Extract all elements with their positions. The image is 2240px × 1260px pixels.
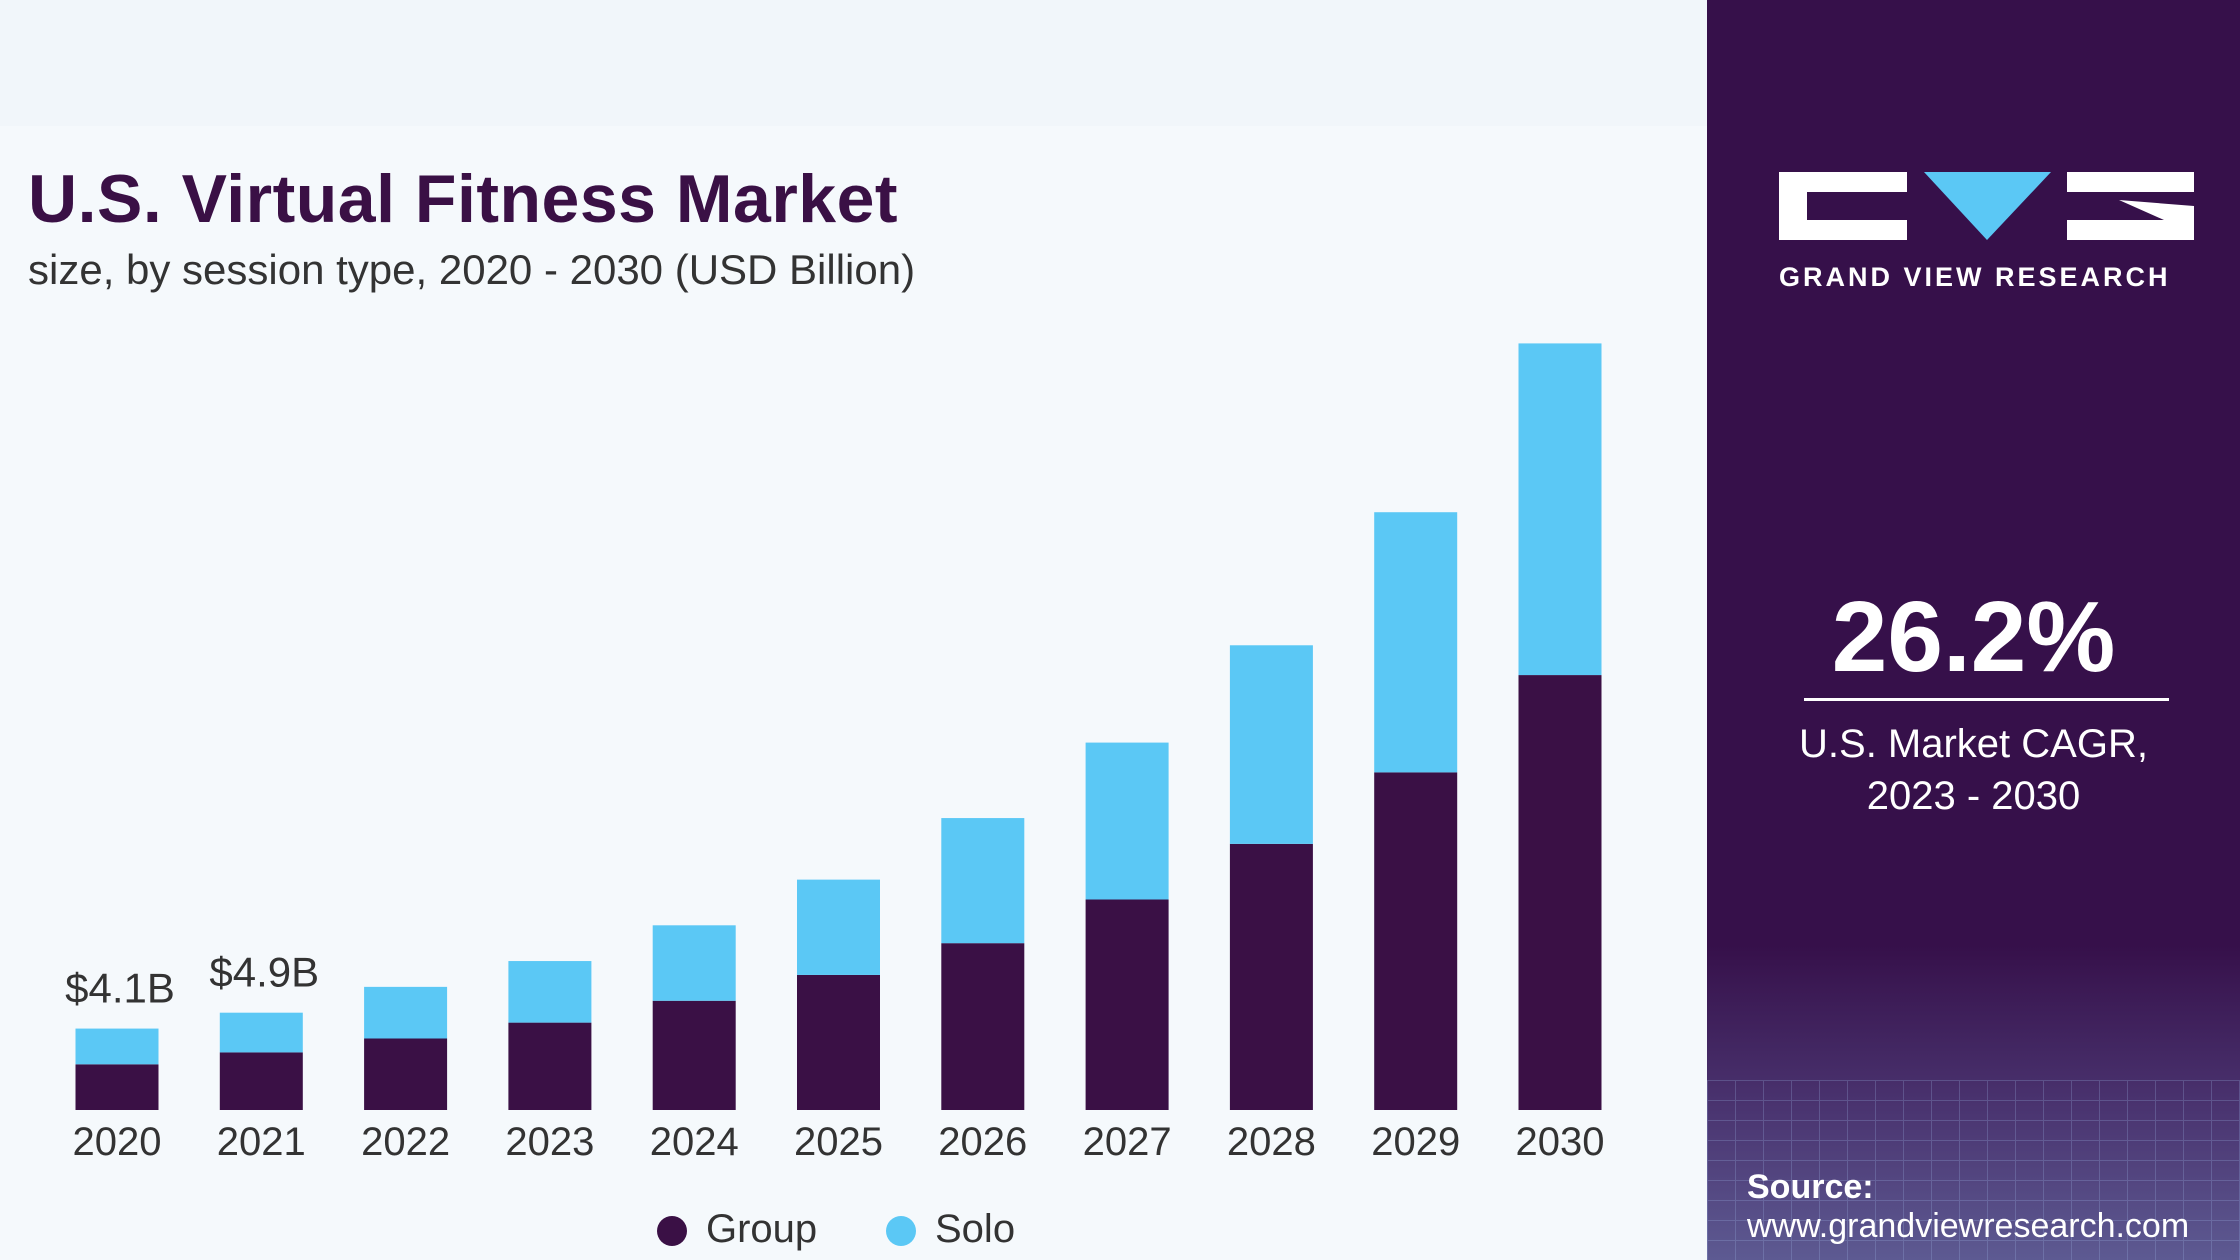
bar-chart: 2020 $4.1B 2021 $4.9B 2022 2023 2024 2025 2026 20… bbox=[65, 343, 1605, 1251]
bar-group-2021 bbox=[219, 1052, 303, 1110]
bar-solo-2025 bbox=[797, 879, 880, 975]
bar-solo-2030 bbox=[1518, 343, 1602, 676]
cagr-value: 26.2% bbox=[1831, 581, 2116, 693]
top-strip bbox=[0, 0, 1707, 126]
info-panel: GRAND VIEW RESEARCH 26.2% U.S. Market CA… bbox=[1707, 0, 2240, 1260]
x-tick-label: 2028 bbox=[1227, 1120, 1316, 1164]
x-tick-label: 2029 bbox=[1371, 1120, 1460, 1164]
legend-marker-group bbox=[657, 1216, 687, 1246]
grand-view-research-logo bbox=[1779, 172, 2194, 240]
bar-group-2026 bbox=[941, 943, 1025, 1110]
bar-solo-2029 bbox=[1374, 512, 1458, 773]
brand-name: GRAND VIEW RESEARCH bbox=[1779, 262, 2171, 292]
bar-group-2030 bbox=[1518, 675, 1602, 1110]
x-tick-label: 2022 bbox=[361, 1120, 450, 1164]
x-tick-label: 2020 bbox=[73, 1120, 162, 1164]
data-label: $4.1B bbox=[65, 965, 175, 1012]
x-tick-label: 2026 bbox=[938, 1120, 1027, 1164]
bar-solo-2021 bbox=[219, 1012, 303, 1053]
bar-solo-2028 bbox=[1229, 645, 1313, 844]
bar-solo-2027 bbox=[1085, 742, 1169, 900]
bar-solo-2022 bbox=[364, 986, 448, 1039]
bar-group-2025 bbox=[797, 974, 880, 1110]
bar-group-2029 bbox=[1374, 772, 1458, 1110]
source-label: Source: bbox=[1747, 1168, 1874, 1206]
chart-title: U.S. Virtual Fitness Market bbox=[28, 161, 899, 237]
x-tick-label: 2027 bbox=[1083, 1120, 1172, 1164]
x-tick-label: 2025 bbox=[794, 1120, 883, 1164]
cagr-label-line2: 2023 - 2030 bbox=[1866, 774, 2081, 818]
cagr-label: U.S. Market CAGR, 2023 - 2030 bbox=[1707, 718, 2240, 822]
bar-group-2020 bbox=[75, 1064, 159, 1110]
data-label: $4.9B bbox=[209, 949, 319, 996]
chart-subtitle: size, by session type, 2020 - 2030 (USD … bbox=[28, 246, 916, 293]
legend-marker-solo bbox=[886, 1216, 916, 1246]
bar-solo-2020 bbox=[75, 1028, 159, 1065]
x-tick-label: 2021 bbox=[217, 1120, 306, 1164]
grid-decoration bbox=[1707, 1080, 2240, 1260]
bar-group-2024 bbox=[652, 1000, 736, 1110]
bar-group-2027 bbox=[1085, 899, 1169, 1110]
x-tick-label: 2023 bbox=[505, 1120, 594, 1164]
x-tick-label: 2030 bbox=[1516, 1120, 1605, 1164]
source: Source: www.grandviewresearch.com bbox=[1747, 1168, 2189, 1246]
bar-solo-2024 bbox=[652, 925, 736, 1001]
divider bbox=[1804, 698, 2169, 701]
bar-group-2028 bbox=[1229, 843, 1313, 1110]
x-tick-label: 2024 bbox=[650, 1120, 739, 1164]
bar-solo-2026 bbox=[941, 818, 1025, 944]
bar-group-2022 bbox=[364, 1038, 448, 1110]
bar-group-2023 bbox=[508, 1022, 592, 1110]
legend-label-group: Group bbox=[706, 1207, 817, 1251]
cagr-label-line1: U.S. Market CAGR, bbox=[1799, 722, 2148, 766]
source-url[interactable]: www.grandviewresearch.com bbox=[1747, 1207, 2190, 1245]
legend-label-solo: Solo bbox=[935, 1207, 1015, 1251]
bar-solo-2023 bbox=[508, 961, 592, 1023]
